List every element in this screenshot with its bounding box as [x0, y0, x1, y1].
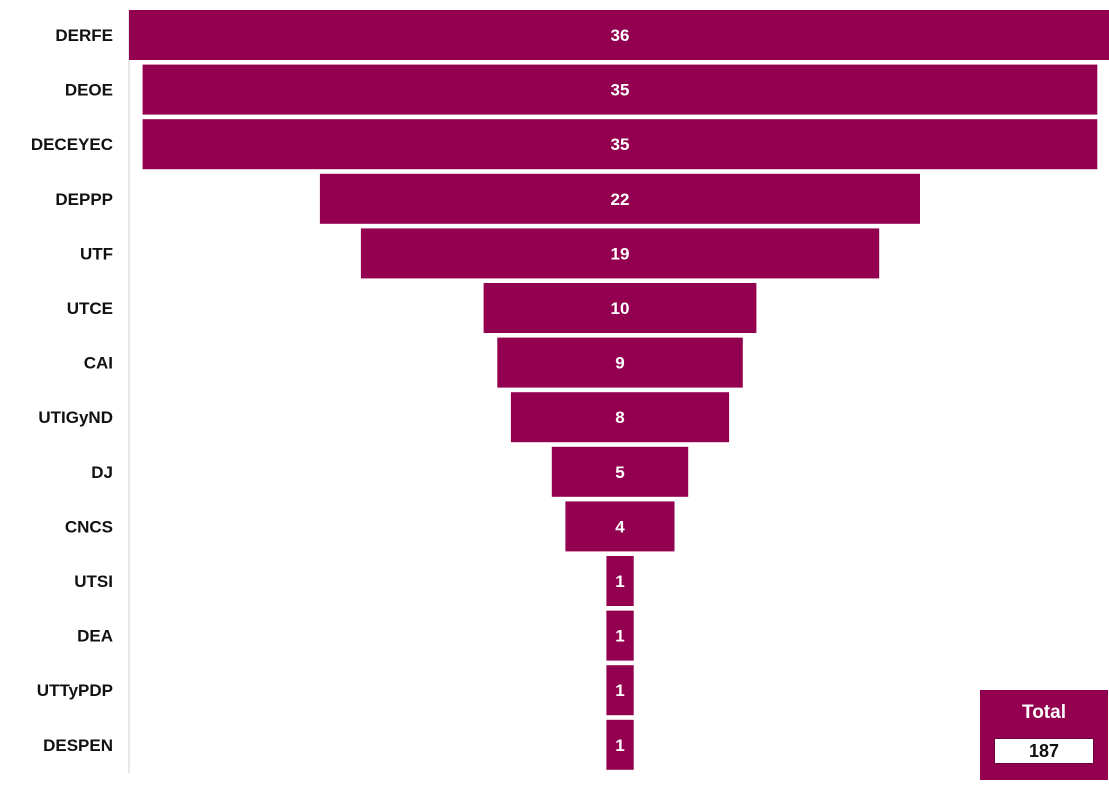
- bar-deppp: [319, 173, 920, 224]
- bars-group: 36DERFE35DEOE35DECEYEC22DEPPP19UTF10UTCE…: [31, 10, 1109, 770]
- value-label: 9: [615, 354, 624, 373]
- value-label: 1: [615, 681, 624, 700]
- value-label: 10: [611, 299, 630, 318]
- category-label: CAI: [84, 354, 113, 373]
- bar-utce: [483, 283, 757, 333]
- bar-dea: [606, 610, 634, 661]
- value-label: 35: [611, 81, 630, 100]
- total-value: 187: [994, 738, 1094, 764]
- total-box: Total 187: [980, 690, 1108, 780]
- bar-utigynd: [510, 392, 730, 443]
- category-label: CNCS: [65, 517, 113, 536]
- value-label: 5: [615, 463, 624, 482]
- category-label: DEOE: [65, 81, 113, 100]
- value-label: 1: [615, 627, 624, 646]
- category-label: UTIGyND: [38, 408, 113, 427]
- category-label: UTTyPDP: [37, 681, 113, 700]
- category-label: UTCE: [67, 299, 113, 318]
- category-label: DJ: [91, 463, 113, 482]
- bar-derfe: [129, 10, 1109, 60]
- bar-despen: [606, 719, 634, 770]
- bar-utf: [360, 228, 880, 279]
- value-label: 36: [611, 26, 630, 45]
- category-label: UTSI: [74, 572, 113, 591]
- value-label: 4: [615, 517, 625, 536]
- value-label: 8: [615, 408, 624, 427]
- bar-dj: [551, 446, 689, 497]
- value-label: 1: [615, 572, 624, 591]
- total-label: Total: [1022, 702, 1066, 723]
- bar-cncs: [565, 501, 675, 552]
- bar-cai: [497, 337, 743, 388]
- bar-utsi: [606, 556, 634, 606]
- category-label: DERFE: [55, 26, 113, 45]
- bar-deoe: [142, 64, 1098, 115]
- category-label: DESPEN: [43, 736, 113, 755]
- category-label: DECEYEC: [31, 135, 113, 154]
- bar-uttypdp: [606, 665, 634, 716]
- value-label: 1: [615, 736, 624, 755]
- value-label: 19: [611, 244, 630, 263]
- category-label: DEPPP: [55, 190, 113, 209]
- category-label: DEA: [77, 627, 113, 646]
- category-label: UTF: [80, 244, 113, 263]
- bar-deceyec: [142, 119, 1098, 170]
- value-label: 35: [611, 135, 630, 154]
- value-label: 22: [611, 190, 630, 209]
